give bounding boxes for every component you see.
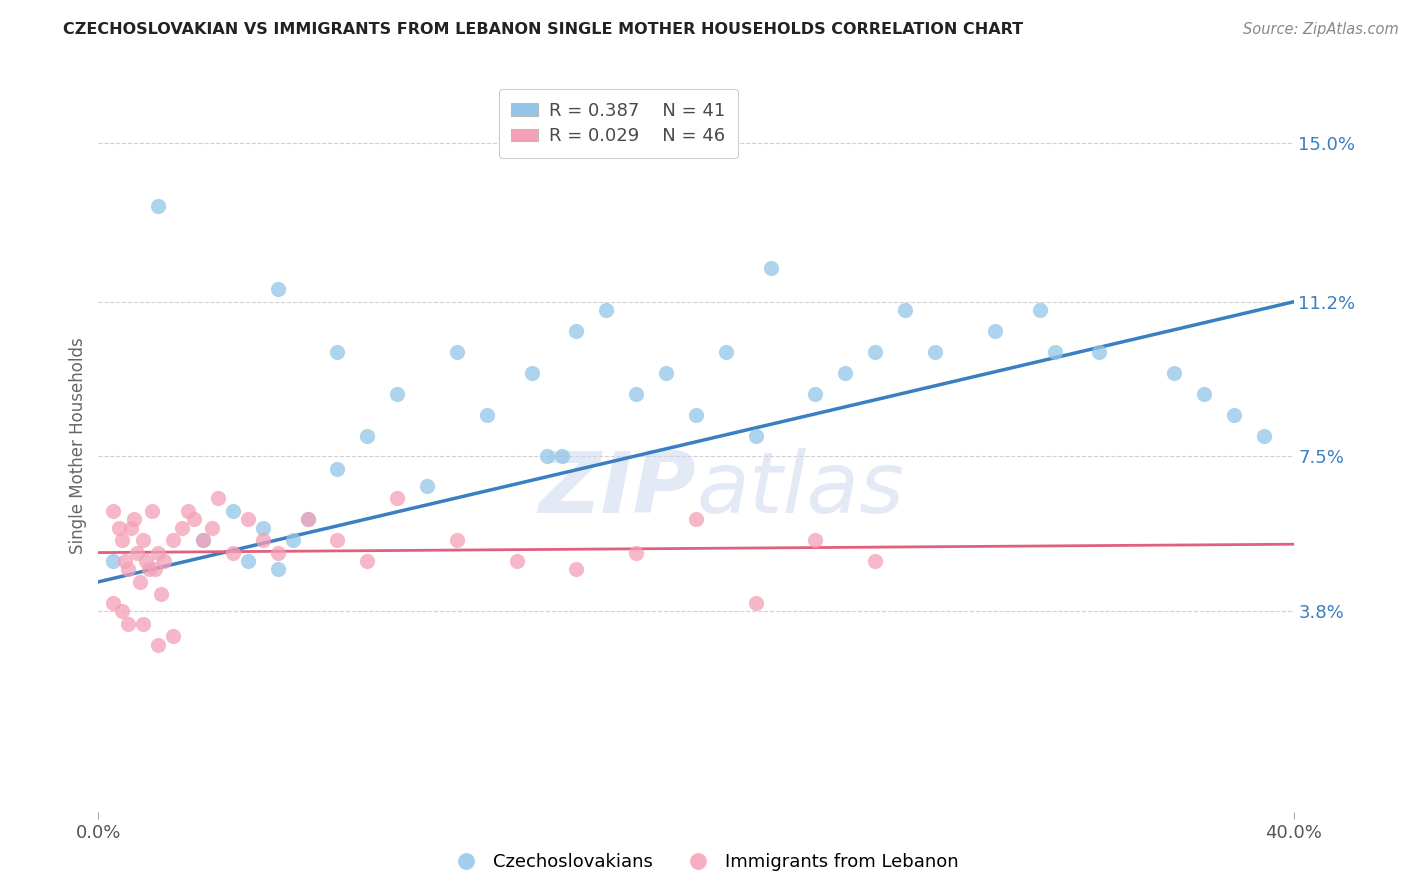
Point (135, 554, 157, 568)
Point (475, 408, 498, 422)
Point (297, 512, 319, 526)
Point (111, 533, 134, 547)
Point (222, 545, 245, 559)
Point (506, 554, 529, 568)
Point (117, 562, 139, 576)
Point (148, 199, 170, 213)
Point (685, 512, 707, 526)
Point (865, 345, 887, 359)
Point (111, 604, 134, 618)
Point (565, 324, 588, 338)
Point (138, 562, 160, 576)
Point (804, 533, 827, 547)
Point (141, 504, 163, 518)
Point (1088, 345, 1111, 359)
Point (191, 533, 214, 547)
Point (1028, 303, 1050, 318)
Point (148, 638, 170, 652)
Point (207, 491, 229, 506)
Point (759, 261, 782, 276)
Point (385, 491, 409, 506)
Point (183, 512, 205, 526)
Point (236, 512, 259, 526)
Text: ZIP: ZIP (538, 449, 696, 532)
Point (108, 520, 131, 534)
Point (177, 504, 200, 518)
Point (1192, 386, 1215, 401)
Point (565, 562, 588, 576)
Text: Source: ZipAtlas.com: Source: ZipAtlas.com (1243, 22, 1399, 37)
Point (446, 533, 468, 547)
Point (129, 574, 152, 589)
Point (267, 562, 290, 576)
Point (536, 450, 558, 464)
Point (103, 596, 125, 610)
Point (103, 504, 125, 518)
Point (385, 386, 409, 401)
Point (252, 533, 274, 547)
Point (124, 512, 146, 526)
Point (550, 450, 572, 464)
Point (148, 545, 170, 559)
Point (191, 533, 214, 547)
Point (626, 545, 648, 559)
Point (281, 533, 304, 547)
Text: atlas: atlas (696, 449, 904, 532)
Point (132, 616, 155, 631)
Point (894, 303, 917, 318)
Point (356, 428, 378, 442)
Point (745, 596, 768, 610)
Point (153, 554, 176, 568)
Point (162, 629, 184, 643)
Point (865, 554, 887, 568)
Point (297, 512, 319, 526)
Point (143, 562, 166, 576)
Point (201, 520, 224, 534)
Legend: Czechoslovakians, Immigrants from Lebanon: Czechoslovakians, Immigrants from Lebano… (440, 847, 966, 879)
Point (834, 366, 856, 380)
Text: CZECHOSLOVAKIAN VS IMMIGRANTS FROM LEBANON SINGLE MOTHER HOUSEHOLDS CORRELATION : CZECHOSLOVAKIAN VS IMMIGRANTS FROM LEBAN… (63, 22, 1024, 37)
Point (150, 587, 173, 601)
Point (446, 345, 468, 359)
Point (685, 408, 707, 422)
Point (127, 545, 149, 559)
Point (132, 533, 155, 547)
Point (595, 303, 617, 318)
Point (222, 504, 245, 518)
Point (326, 533, 349, 547)
Point (120, 520, 142, 534)
Point (745, 428, 768, 442)
Point (626, 386, 648, 401)
Point (103, 554, 125, 568)
Point (520, 366, 543, 380)
Point (924, 345, 946, 359)
Point (714, 345, 737, 359)
Y-axis label: Single Mother Households: Single Mother Households (69, 338, 87, 554)
Point (1223, 408, 1246, 422)
Point (117, 616, 139, 631)
Point (1043, 345, 1066, 359)
Point (655, 366, 678, 380)
Point (267, 545, 290, 559)
Point (114, 554, 136, 568)
Point (162, 533, 184, 547)
Point (326, 345, 349, 359)
Point (1253, 428, 1275, 442)
Point (172, 520, 194, 534)
Point (356, 554, 378, 568)
Point (804, 386, 827, 401)
Point (326, 462, 349, 476)
Point (416, 479, 439, 493)
Point (252, 520, 274, 534)
Point (984, 324, 1007, 338)
Point (236, 554, 259, 568)
Legend: R = 0.387    N = 41, R = 0.029    N = 46: R = 0.387 N = 41, R = 0.029 N = 46 (499, 89, 738, 158)
Point (1163, 366, 1185, 380)
Point (267, 282, 290, 296)
